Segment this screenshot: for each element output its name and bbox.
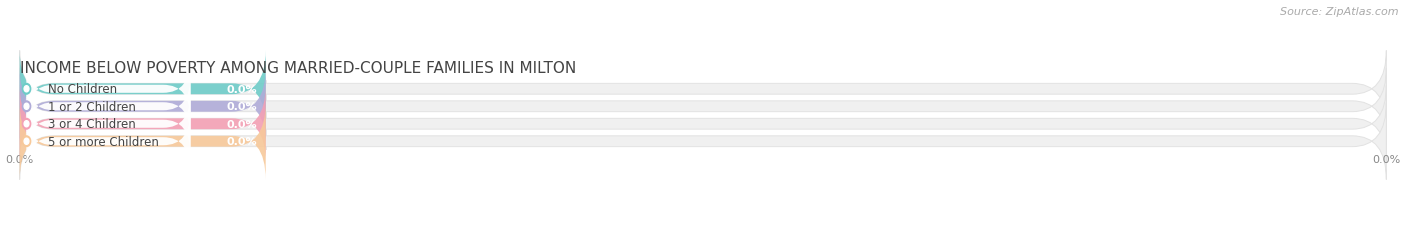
Circle shape: [24, 121, 30, 127]
Text: 3 or 4 Children: 3 or 4 Children: [48, 118, 136, 131]
FancyBboxPatch shape: [27, 76, 190, 138]
Circle shape: [24, 86, 30, 92]
FancyBboxPatch shape: [27, 93, 190, 155]
Circle shape: [22, 119, 31, 130]
FancyBboxPatch shape: [20, 69, 266, 145]
Circle shape: [24, 139, 30, 145]
FancyBboxPatch shape: [27, 59, 190, 120]
FancyBboxPatch shape: [20, 86, 266, 162]
FancyBboxPatch shape: [20, 69, 1386, 145]
Circle shape: [22, 84, 31, 95]
Text: 0.0%: 0.0%: [226, 84, 257, 94]
Circle shape: [22, 136, 31, 147]
Circle shape: [24, 104, 30, 110]
Circle shape: [22, 101, 31, 112]
FancyBboxPatch shape: [20, 103, 266, 180]
FancyBboxPatch shape: [20, 103, 1386, 180]
Text: 0.0%: 0.0%: [226, 102, 257, 112]
FancyBboxPatch shape: [20, 86, 1386, 162]
FancyBboxPatch shape: [27, 111, 190, 172]
Text: No Children: No Children: [48, 83, 118, 96]
Text: Source: ZipAtlas.com: Source: ZipAtlas.com: [1281, 7, 1399, 17]
Text: INCOME BELOW POVERTY AMONG MARRIED-COUPLE FAMILIES IN MILTON: INCOME BELOW POVERTY AMONG MARRIED-COUPL…: [20, 61, 576, 75]
Text: 0.0%: 0.0%: [226, 119, 257, 129]
Text: 5 or more Children: 5 or more Children: [48, 135, 159, 148]
Text: 0.0%: 0.0%: [226, 137, 257, 147]
Text: 1 or 2 Children: 1 or 2 Children: [48, 100, 136, 113]
FancyBboxPatch shape: [20, 51, 1386, 128]
FancyBboxPatch shape: [20, 51, 266, 128]
